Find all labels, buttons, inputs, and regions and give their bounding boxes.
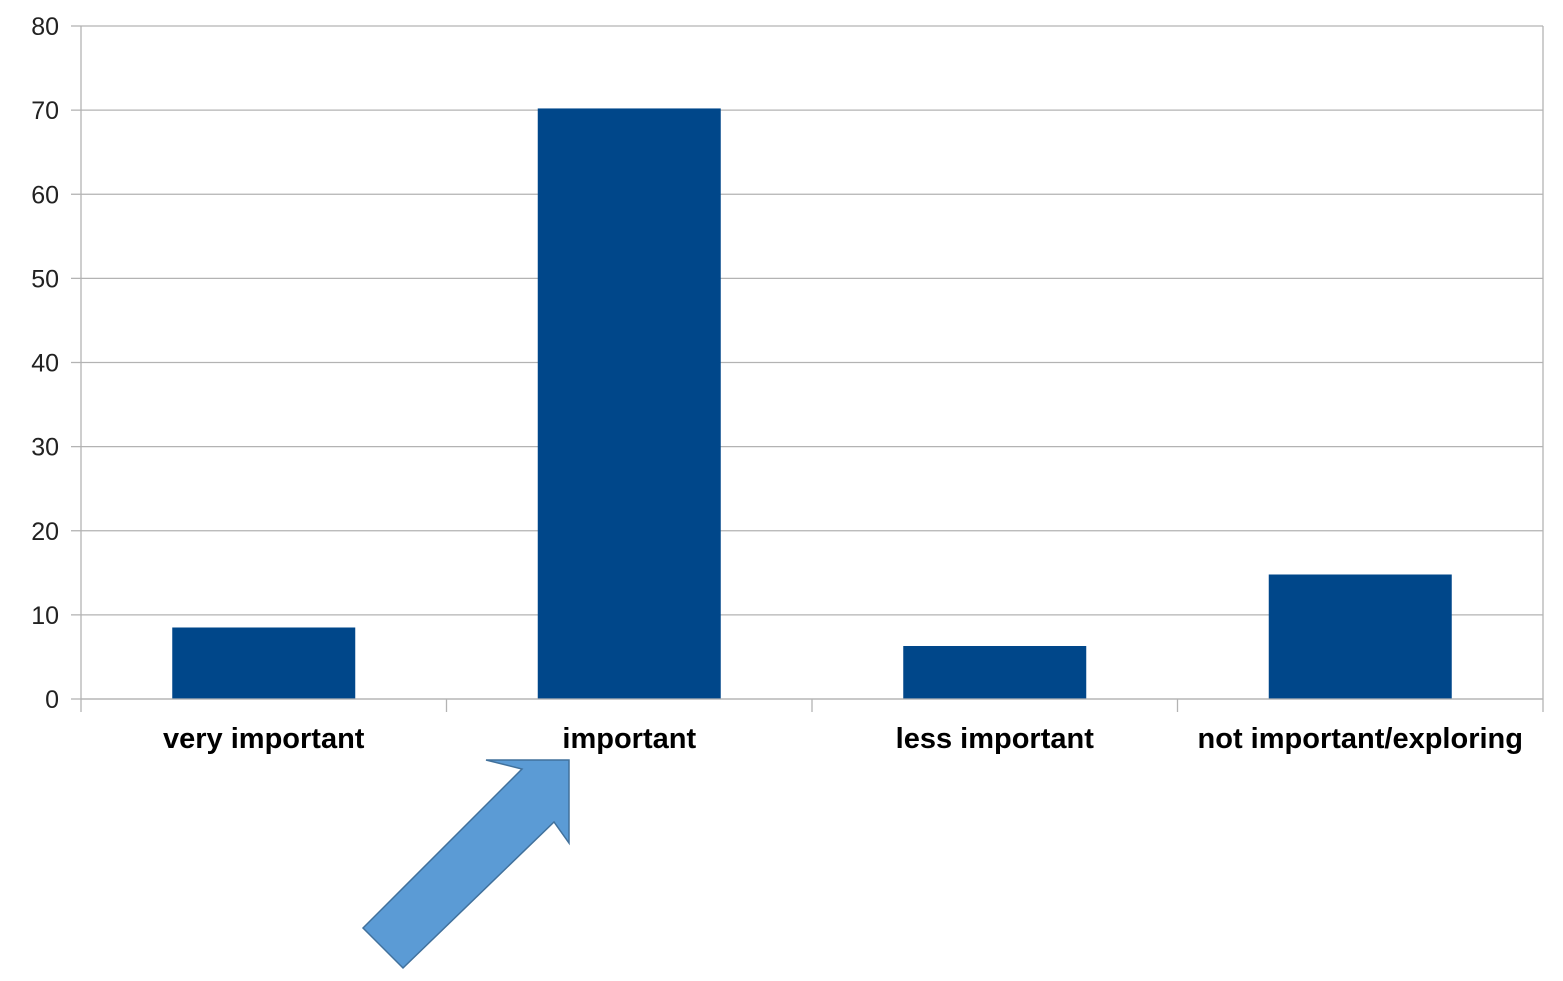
bar-not-important-exploring [1268, 574, 1452, 699]
y-tick-label: 10 [31, 602, 59, 630]
x-category-label: very important [163, 723, 365, 755]
bar-less-important [903, 646, 1087, 699]
x-tick-labels: very important important less important not… [163, 723, 1523, 755]
y-tick-label: 80 [31, 13, 59, 41]
arrow-annotation [361, 759, 570, 970]
y-tick-label: 0 [45, 686, 59, 714]
axes [71, 25, 1544, 712]
x-category-label: not important/exploring [1198, 723, 1523, 755]
bar-important [537, 108, 721, 699]
y-tick-label: 20 [31, 518, 59, 546]
x-category-label: important [562, 723, 696, 755]
gridlines [81, 25, 1543, 700]
bar-very-important [172, 627, 356, 699]
y-tick-labels: 0 10 20 30 40 50 60 70 80 [31, 13, 59, 714]
x-category-label: less important [896, 723, 1095, 755]
annotation [361, 759, 570, 970]
y-tick-label: 40 [31, 350, 59, 378]
y-tick-label: 60 [31, 181, 59, 209]
y-tick-label: 30 [31, 434, 59, 462]
bars [172, 108, 1452, 699]
y-tick-label: 50 [31, 265, 59, 293]
y-tick-label: 70 [31, 97, 59, 125]
